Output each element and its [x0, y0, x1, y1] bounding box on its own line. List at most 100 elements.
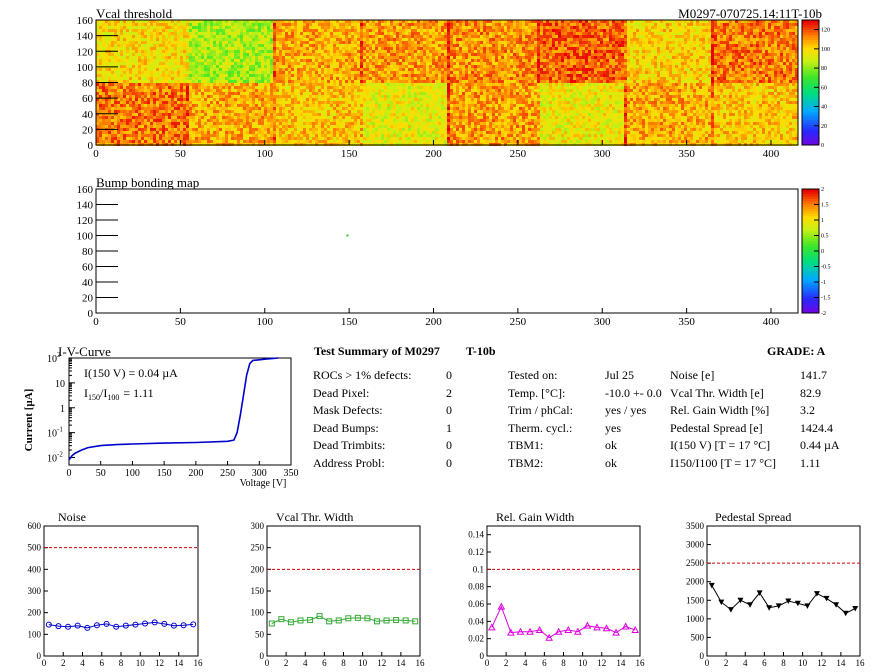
heatmap-cell	[792, 80, 795, 83]
heatmap-cell	[777, 38, 780, 41]
heatmap-cell	[678, 65, 681, 68]
heatmap-cell	[738, 32, 741, 35]
heatmap-cell	[744, 44, 747, 47]
heatmap-cell	[465, 74, 468, 77]
heatmap-cell	[537, 47, 540, 50]
heatmap-cell	[630, 47, 633, 50]
heatmap-cell	[162, 80, 165, 83]
heatmap-cell	[450, 26, 453, 29]
heatmap-cell	[315, 47, 318, 50]
heatmap-cell	[318, 50, 321, 53]
heatmap-cell	[594, 38, 597, 41]
heatmap-cell	[342, 26, 345, 29]
heatmap-cell	[162, 20, 165, 23]
heatmap-cell	[180, 20, 183, 23]
heatmap-cell	[195, 83, 198, 86]
heatmap-cell	[240, 83, 243, 86]
heatmap-cell	[513, 47, 516, 50]
heatmap-cell	[666, 47, 669, 50]
heatmap-cell	[444, 44, 447, 47]
heatmap-cell	[645, 38, 648, 41]
heatmap-cell	[630, 20, 633, 23]
heatmap-cell	[660, 32, 663, 35]
heatmap-cell	[717, 71, 720, 74]
heatmap-cell	[717, 20, 720, 23]
heatmap-cell	[750, 23, 753, 26]
heatmap-cell	[138, 53, 141, 56]
heatmap-cell	[252, 41, 255, 44]
heatmap-cell	[558, 50, 561, 53]
heatmap-cell	[447, 35, 450, 38]
heatmap-cell	[714, 59, 717, 62]
heatmap-cell	[465, 26, 468, 29]
heatmap-cell	[297, 80, 300, 83]
heatmap-cell	[699, 47, 702, 50]
heatmap-cell	[393, 41, 396, 44]
heatmap-cell	[726, 68, 729, 71]
heatmap-cell	[138, 20, 141, 23]
heatmap-cell	[519, 29, 522, 32]
heatmap-cell	[576, 29, 579, 32]
heatmap-cell	[600, 44, 603, 47]
heatmap-cell	[690, 44, 693, 47]
heatmap-cell	[519, 32, 522, 35]
heatmap-cell	[447, 32, 450, 35]
heatmap-cell	[309, 59, 312, 62]
heatmap-cell	[609, 77, 612, 80]
heatmap-cell	[177, 26, 180, 29]
heatmap-cell	[546, 32, 549, 35]
heatmap-cell	[651, 44, 654, 47]
heatmap-cell	[339, 35, 342, 38]
heatmap-cell	[618, 47, 621, 50]
heatmap-cell	[186, 32, 189, 35]
heatmap-cell	[195, 35, 198, 38]
heatmap-cell	[714, 38, 717, 41]
heatmap-cell	[132, 35, 135, 38]
heatmap-cell	[681, 41, 684, 44]
heatmap-cell	[300, 68, 303, 71]
heatmap-cell	[504, 29, 507, 32]
heatmap-cell	[678, 35, 681, 38]
heatmap-cell	[474, 68, 477, 71]
heatmap-cell	[723, 65, 726, 68]
heatmap-cell	[486, 29, 489, 32]
heatmap-cell	[165, 65, 168, 68]
heatmap-cell	[702, 68, 705, 71]
heatmap-cell	[150, 56, 153, 59]
heatmap-cell	[528, 44, 531, 47]
heatmap-cell	[246, 59, 249, 62]
heatmap-cell	[270, 47, 273, 50]
heatmap-cell	[720, 44, 723, 47]
heatmap-cell	[774, 32, 777, 35]
heatmap-cell	[624, 56, 627, 59]
heatmap-cell	[360, 41, 363, 44]
heatmap-cell	[387, 32, 390, 35]
heatmap-cell	[771, 35, 774, 38]
heatmap-cell	[546, 23, 549, 26]
heatmap-cell	[777, 77, 780, 80]
heatmap-cell	[672, 56, 675, 59]
heatmap-cell	[198, 41, 201, 44]
heatmap-cell	[780, 50, 783, 53]
heatmap-cell	[711, 77, 714, 80]
heatmap-cell	[114, 56, 117, 59]
heatmap-cell	[624, 62, 627, 65]
heatmap-cell	[276, 53, 279, 56]
heatmap-cell	[300, 56, 303, 59]
heatmap-cell	[288, 44, 291, 47]
heatmap-cell	[714, 62, 717, 65]
heatmap-cell	[489, 53, 492, 56]
heatmap-cell	[183, 56, 186, 59]
heatmap-cell	[204, 47, 207, 50]
heatmap-cell	[189, 47, 192, 50]
heatmap-cell	[516, 56, 519, 59]
heatmap-cell	[198, 20, 201, 23]
heatmap-cell	[150, 41, 153, 44]
heatmap-cell	[489, 47, 492, 50]
heatmap-cell	[318, 44, 321, 47]
heatmap-cell	[213, 32, 216, 35]
heatmap-cell	[516, 65, 519, 68]
heatmap-cell	[270, 41, 273, 44]
heatmap-cell	[627, 62, 630, 65]
heatmap-cell	[216, 68, 219, 71]
